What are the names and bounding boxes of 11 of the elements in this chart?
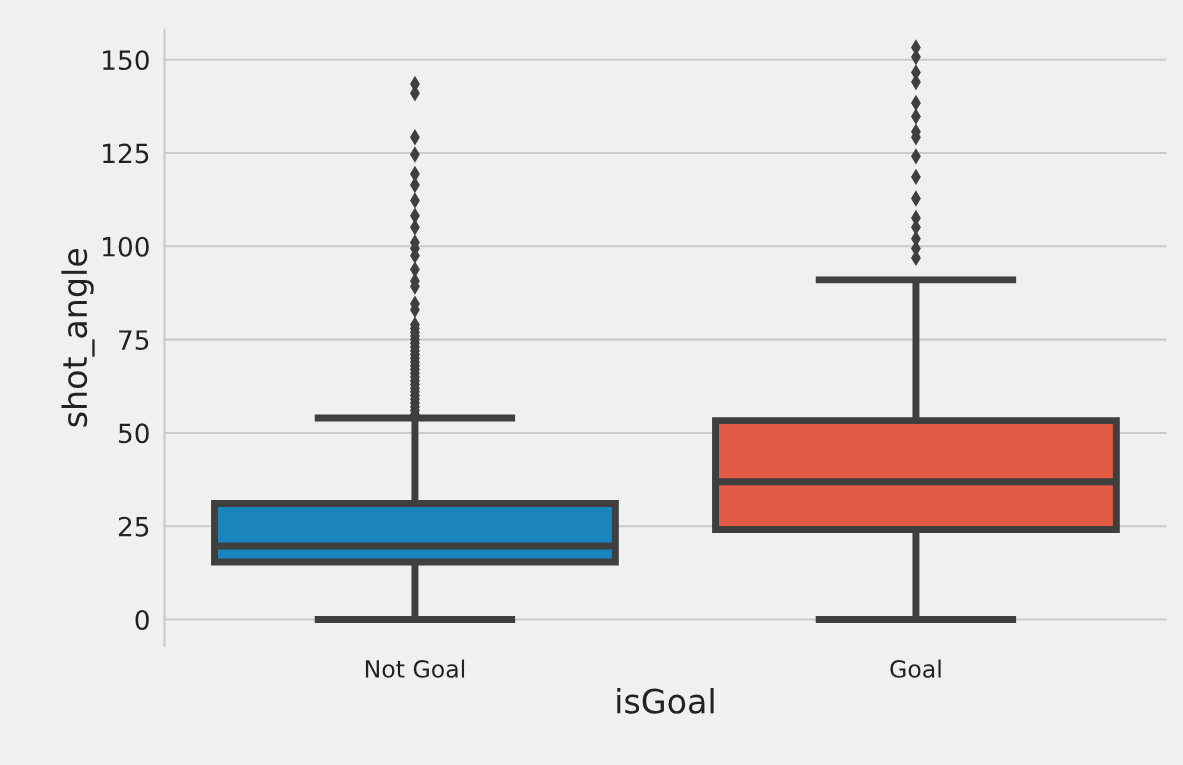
y-tick-label: 0 (135, 609, 149, 630)
y-tick-label: 75 (119, 330, 149, 351)
y-tick-label: 150 (103, 50, 149, 71)
y-axis-title: shot_angle (61, 248, 95, 427)
y-tick-label: 100 (103, 236, 149, 257)
y-tick-label: 25 (118, 516, 149, 537)
x-tick-label: Goal (890, 659, 941, 678)
y-tick-label: 125 (103, 143, 149, 164)
x-axis-title: isGoal (617, 687, 714, 714)
y-tick-label: 50 (119, 423, 149, 444)
x-tick-label: Not Goal (365, 659, 465, 678)
